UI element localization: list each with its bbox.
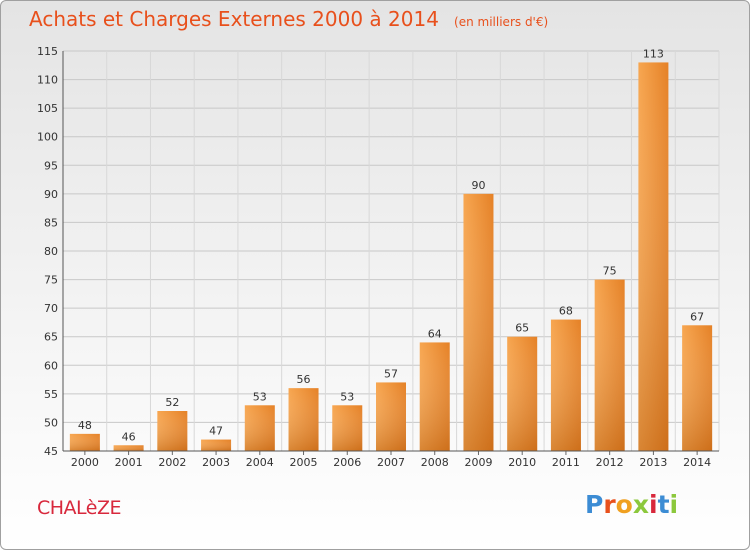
bar-shade (157, 411, 188, 451)
bar-shade (244, 405, 275, 451)
bar-value-label: 113 (643, 47, 664, 60)
y-tick-label: 105 (37, 102, 58, 115)
y-tick-label: 65 (44, 331, 58, 344)
y-tick-label: 90 (44, 188, 58, 201)
x-tick-label: 2009 (464, 456, 492, 469)
y-tick-label: 100 (37, 131, 58, 144)
bar-value-label: 52 (165, 396, 179, 409)
x-tick-label: 2005 (290, 456, 318, 469)
bar-shade (419, 342, 450, 451)
bar-shade (201, 439, 232, 451)
bar-value-label: 57 (384, 367, 398, 380)
logo-letter: o (615, 490, 633, 519)
bar-value-label: 75 (603, 265, 617, 278)
bar-value-label: 68 (559, 305, 573, 318)
bar-value-label: 48 (78, 419, 92, 432)
chart-header: Achats et Charges Externes 2000 à 2014 (… (29, 7, 548, 31)
bar-value-label: 53 (340, 390, 354, 403)
bar-shade (638, 62, 669, 452)
x-tick-label: 2012 (596, 456, 624, 469)
x-tick-label: 2006 (333, 456, 361, 469)
bar-shade (507, 336, 538, 451)
bar-shade (463, 193, 494, 451)
y-tick-label: 45 (44, 445, 58, 458)
x-tick-label: 2000 (71, 456, 99, 469)
logo-letter: t (657, 490, 670, 519)
x-tick-label: 2014 (683, 456, 711, 469)
bar-shade (594, 279, 625, 451)
x-tick-label: 2003 (202, 456, 230, 469)
bar-shade (113, 445, 144, 451)
bar-value-label: 67 (690, 310, 704, 323)
y-tick-label: 110 (37, 74, 58, 87)
proxiti-logo: Proxiti (585, 490, 678, 519)
bar-value-label: 47 (209, 425, 223, 438)
y-tick-label: 55 (44, 388, 58, 401)
x-tick-label: 2013 (639, 456, 667, 469)
y-tick-label: 80 (44, 245, 58, 258)
y-tick-label: 75 (44, 274, 58, 287)
y-tick-label: 95 (44, 159, 58, 172)
x-tick-label: 2011 (552, 456, 580, 469)
x-tick-label: 2010 (508, 456, 536, 469)
logo-letter: i (669, 490, 679, 519)
bar-value-label: 46 (122, 430, 136, 443)
logo-letter: i (649, 490, 658, 519)
bar-value-label: 65 (515, 322, 529, 335)
x-tick-label: 2002 (158, 456, 186, 469)
bar-shade (682, 325, 713, 451)
x-tick-label: 2001 (115, 456, 143, 469)
bar-value-label: 64 (428, 327, 442, 340)
bar-shade (332, 405, 363, 451)
logo-letter: x (632, 490, 649, 519)
chart-title: Achats et Charges Externes 2000 à 2014 (29, 7, 439, 31)
bar-value-label: 56 (297, 373, 311, 386)
y-tick-label: 60 (44, 359, 58, 372)
y-tick-label: 50 (44, 416, 58, 429)
bar-shade (550, 319, 581, 451)
x-tick-label: 2004 (246, 456, 274, 469)
bar-shade (288, 388, 319, 451)
bar-shade (69, 433, 100, 451)
y-tick-label: 70 (44, 302, 58, 315)
logo-letter: P (585, 490, 604, 519)
y-tick-label: 85 (44, 216, 58, 229)
x-tick-label: 2007 (377, 456, 405, 469)
x-tick-label: 2008 (421, 456, 449, 469)
bar-value-label: 90 (471, 179, 485, 192)
bar-shade (376, 382, 406, 451)
logo-letter: r (603, 490, 616, 519)
chart-subtitle: (en milliers d'€) (454, 15, 549, 29)
bar-value-label: 53 (253, 390, 267, 403)
y-tick-label: 115 (37, 45, 58, 58)
commune-name: CHALèZE (37, 497, 122, 519)
